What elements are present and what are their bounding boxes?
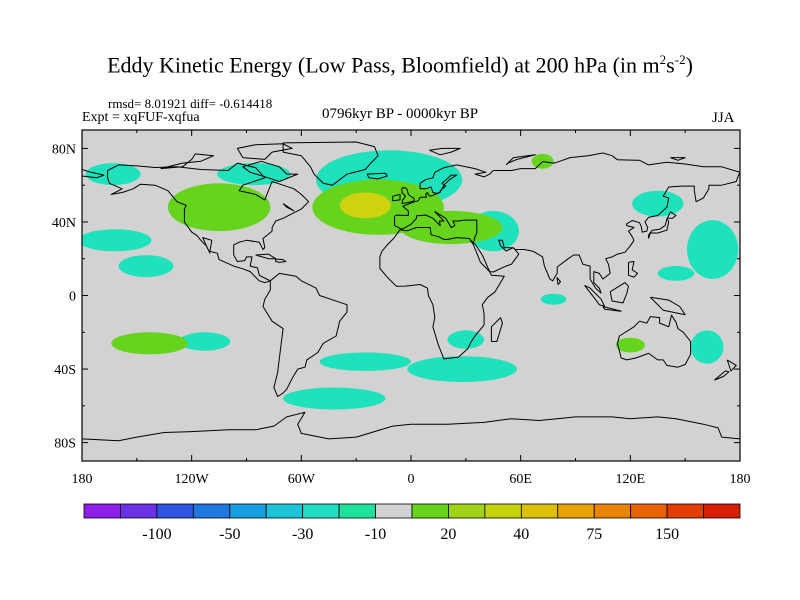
coastline <box>648 211 677 239</box>
coastline <box>107 162 310 284</box>
coastline <box>82 169 105 179</box>
coastline <box>609 282 629 304</box>
coastline <box>556 277 561 285</box>
coastline <box>401 187 415 205</box>
contour-region-neg10 <box>319 352 411 371</box>
contour-region-40 <box>339 192 391 219</box>
coastline <box>650 296 686 316</box>
x-tick-label: 120W <box>175 472 210 487</box>
coastline <box>429 147 461 156</box>
colorbar-box <box>338 503 376 519</box>
colorbar-box <box>229 503 267 519</box>
colorbar-label: -10 <box>365 526 386 543</box>
colorbar-box <box>557 503 595 519</box>
rmsd-diff-stats: rmsd= 8.01921 diff= -0.614418 <box>108 96 273 111</box>
x-tick-label: 60E <box>509 472 532 487</box>
colorbar-label: -100 <box>142 526 171 543</box>
y-tick-label: 0 <box>69 290 76 305</box>
contour-region-neg10 <box>407 356 517 382</box>
experiment-label: Expt = xqFUF-xqfua <box>82 110 200 125</box>
contour-region-neg10 <box>687 220 739 279</box>
coastline <box>379 227 505 360</box>
y-tick-label: 80S <box>54 437 76 452</box>
y-tick-label: 40S <box>54 363 76 378</box>
colorbar-label: -50 <box>219 526 240 543</box>
x-tick-label: 60W <box>288 472 316 487</box>
colorbar-box <box>83 503 121 519</box>
y-tick-label: 40N <box>52 216 76 231</box>
colorbar-box <box>265 503 304 519</box>
colorbar-box <box>120 503 158 519</box>
colorbar-box <box>375 503 413 519</box>
coastline <box>628 261 639 278</box>
coastline <box>82 411 740 442</box>
coastline <box>392 193 401 202</box>
colorbar-box <box>302 503 340 519</box>
coastline <box>275 258 287 263</box>
coastline <box>490 317 503 342</box>
coastline <box>160 153 215 170</box>
contour-region-20 <box>167 183 271 232</box>
contour-region-neg10 <box>447 330 485 349</box>
coastline <box>255 253 277 260</box>
coastline <box>505 154 536 166</box>
colorbar-label: 75 <box>586 526 602 543</box>
colorbar-box <box>666 503 704 519</box>
colorbar-box <box>630 503 668 519</box>
contour-region-neg10 <box>283 387 386 410</box>
colorbar-label: -30 <box>292 526 313 543</box>
contour-region-20 <box>111 332 188 355</box>
contour-region-neg10 <box>690 330 724 364</box>
chart-title: Eddy Kinetic Energy (Low Pass, Bloomfiel… <box>107 52 693 78</box>
coastline <box>242 160 299 182</box>
colorbar-box <box>484 503 522 519</box>
colorbar-box <box>156 503 194 519</box>
x-tick-label: 0 <box>408 472 415 487</box>
coastline <box>726 359 737 372</box>
coastline <box>262 272 348 398</box>
colorbar-box <box>703 503 741 519</box>
coastline <box>394 152 740 294</box>
coastline <box>714 370 730 381</box>
x-tick-label: 180 <box>730 472 751 487</box>
colorbar-label: 150 <box>655 526 679 543</box>
colorbar-box <box>593 503 632 519</box>
contour-region-neg10 <box>217 163 291 186</box>
contour-region-neg10 <box>85 163 141 186</box>
colorbar-box <box>520 503 559 519</box>
y-tick-label: 80N <box>52 142 76 157</box>
coastline <box>282 141 379 186</box>
contour-region-neg10 <box>118 255 174 278</box>
colorbar-box <box>448 503 486 519</box>
coastline <box>617 314 692 368</box>
colorbar-label: 20 <box>440 526 456 543</box>
coastline <box>366 172 388 180</box>
coastline <box>282 203 295 212</box>
x-tick-label: 120E <box>616 472 646 487</box>
coastline <box>670 157 686 161</box>
colorbar-box <box>411 503 449 519</box>
season-label: JJA <box>712 110 735 126</box>
coastline <box>236 143 293 160</box>
x-tick-label: 180 <box>72 472 93 487</box>
colorbar-box <box>192 503 231 519</box>
colorbar-label: 40 <box>513 526 529 543</box>
contour-region-neg10 <box>178 332 231 351</box>
contour-region-neg10 <box>82 229 152 252</box>
contour-region-neg10 <box>540 293 567 305</box>
period-label: 0796kyr BP - 0000kyr BP <box>322 106 479 122</box>
coastline <box>602 306 622 312</box>
contour-region-neg10 <box>657 266 695 281</box>
contour-region-neg10 <box>632 190 684 217</box>
contour-region-20 <box>615 337 645 353</box>
